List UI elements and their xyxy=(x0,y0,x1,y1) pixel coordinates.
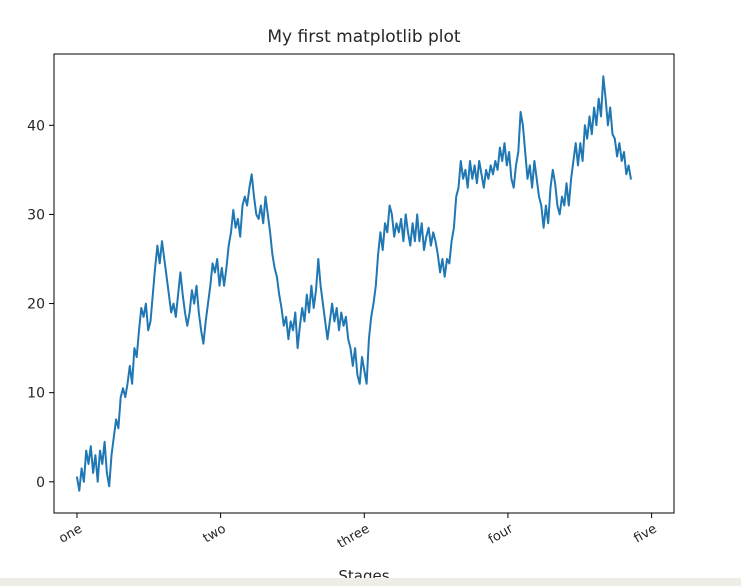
axes-frame xyxy=(53,53,675,514)
x-axis: one two three four five xyxy=(57,513,660,552)
chart-title: My first matplotlib plot xyxy=(267,27,461,47)
y-tick-label: 30 xyxy=(27,207,45,223)
y-axis: 0 10 20 30 40 xyxy=(27,118,54,491)
plot-area xyxy=(76,75,632,492)
x-tick-label: four xyxy=(486,521,517,547)
series-line-1 xyxy=(76,75,632,492)
y-tick-label: 0 xyxy=(36,475,45,491)
x-tick-label: three xyxy=(335,521,372,551)
x-tick-label: two xyxy=(201,521,229,546)
y-tick-label: 10 xyxy=(27,386,45,402)
x-axis-label: Stages xyxy=(338,567,389,578)
bottom-strip xyxy=(0,578,741,586)
y-tick-label: 20 xyxy=(27,297,45,313)
x-tick-label: one xyxy=(57,521,85,546)
y-tick-label: 40 xyxy=(27,118,45,134)
x-tick-label: five xyxy=(631,521,659,546)
